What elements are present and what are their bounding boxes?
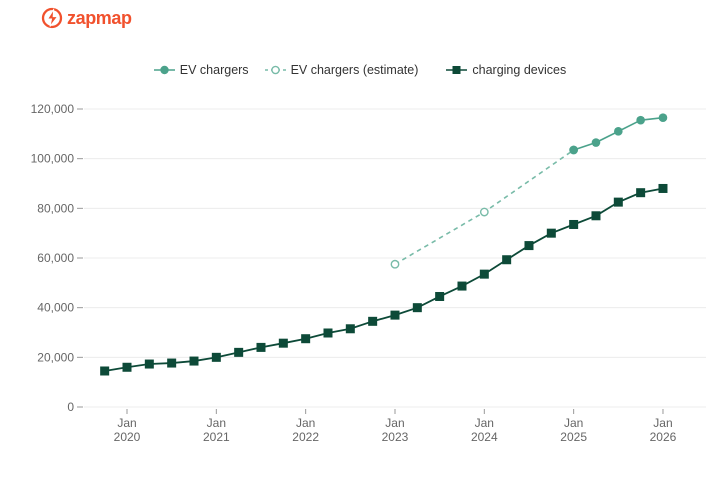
charging-devices-marker (278, 338, 288, 348)
ev-chargers-estimate-marker-icon (264, 65, 286, 75)
zapmap-wordmark: zapmap (67, 7, 132, 28)
charging-devices-marker-icon (446, 66, 468, 74)
x-axis-label-month: Jan (653, 416, 672, 430)
charging-devices-marker (211, 352, 221, 362)
x-axis-label-year: 2022 (292, 430, 319, 444)
ev-chargers-estimate-line (394, 149, 575, 265)
y-axis-label: 60,000 (37, 251, 74, 265)
charging-devices-marker (591, 211, 601, 221)
charging-devices-marker (100, 366, 110, 376)
charging-devices-marker (144, 359, 154, 369)
y-axis-label: 100,000 (31, 152, 75, 166)
ev-chargers-marker (614, 127, 623, 136)
chart-legend: EV chargers EV chargers (estimate) charg… (0, 63, 720, 77)
x-axis-label-month: Jan (207, 416, 226, 430)
charging-devices-marker (412, 303, 422, 313)
charging-devices-marker (368, 316, 378, 326)
x-axis-label-month: Jan (296, 416, 315, 430)
charging-devices-marker (435, 291, 445, 301)
ev-chargers-marker (658, 113, 668, 122)
charging-devices-marker (613, 197, 623, 207)
charging-devices-marker (234, 347, 244, 357)
x-axis-label-month: Jan (564, 416, 583, 430)
charging-devices-line (104, 187, 664, 372)
charging-devices-marker (502, 255, 512, 265)
charging-devices-marker (167, 358, 177, 368)
y-axis-label: 20,000 (37, 350, 74, 364)
y-axis-label: 120,000 (31, 102, 75, 116)
legend-item-charging-devices[interactable]: charging devices (446, 63, 566, 77)
charging-devices-marker (301, 334, 311, 344)
charging-devices-marker (524, 241, 534, 251)
ev-chargers-marker (569, 145, 578, 155)
charging-devices-marker (457, 281, 467, 291)
x-axis-label-year: 2026 (650, 430, 677, 444)
x-axis-label-year: 2023 (382, 430, 409, 444)
x-axis-label-year: 2021 (203, 430, 230, 444)
charging-devices-marker (658, 183, 668, 193)
ev-chargers-estimate-marker (479, 207, 489, 217)
x-axis-label-year: 2024 (471, 430, 498, 444)
charging-devices-marker (323, 328, 333, 338)
x-axis-label-year: 2020 (114, 430, 141, 444)
x-axis-label-year: 2025 (560, 430, 587, 444)
zapmap-logo[interactable]: zapmap (41, 7, 132, 29)
charging-devices-marker (546, 228, 556, 238)
charging-devices-marker (256, 342, 266, 352)
charging-devices-marker (122, 362, 132, 372)
charging-devices-marker (569, 219, 579, 229)
charging-devices-marker (189, 356, 199, 366)
ev-chargers-marker (591, 138, 601, 147)
y-axis-label: 80,000 (37, 201, 74, 215)
legend-item-ev-chargers[interactable]: EV chargers (153, 63, 249, 77)
legend-label: EV chargers (179, 63, 249, 77)
ev-chargers-marker-icon (153, 65, 175, 75)
zapmap-bolt-icon (41, 7, 63, 29)
charging-devices-marker (636, 188, 646, 198)
charging-devices-marker (479, 269, 489, 279)
ev-chargers-marker (636, 115, 645, 125)
legend-label: EV chargers (estimate) (290, 63, 419, 77)
charging-devices-marker (390, 310, 400, 320)
x-axis-label-month: Jan (117, 416, 136, 430)
y-axis-label: 0 (67, 400, 74, 414)
y-axis-label: 40,000 (37, 301, 74, 315)
ev-chargers-estimate-marker (390, 259, 400, 269)
legend-item-ev-chargers-estimate[interactable]: EV chargers (estimate) (264, 63, 419, 77)
x-axis-label-month: Jan (475, 416, 494, 430)
x-axis-label-month: Jan (385, 416, 404, 430)
legend-label: charging devices (472, 63, 567, 77)
charging-devices-marker (345, 324, 355, 334)
